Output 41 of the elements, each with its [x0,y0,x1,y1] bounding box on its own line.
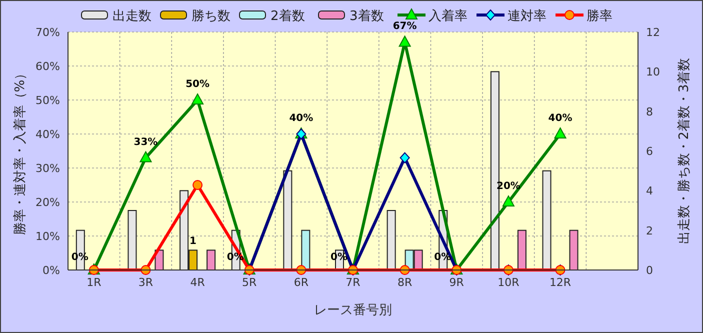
legend-label: 入着率 [428,8,468,24]
x-axis-title: レース番号別 [314,303,392,318]
x-tick-label: 1R [86,276,102,289]
y-tick-label: 40% [36,128,60,141]
data-label: 40% [548,113,572,124]
y-tick-label: 20% [36,196,60,209]
legend-label: 3着数 [350,8,384,24]
y2-tick-label: 8 [646,105,653,118]
x-tick-label: 10R [498,276,520,289]
legend-label: 出走数 [112,9,152,24]
y2-tick-label: 2 [646,224,653,238]
x-tick-label: 12R [549,276,572,289]
y-tick-label: 10% [36,230,60,243]
x-tick-label: 8R [397,276,412,289]
y-tick-label: 0% [42,264,60,277]
legend-label: 勝率 [586,8,612,24]
legend-label: 勝ち数 [192,9,230,24]
y2-tick-label: 4 [646,184,653,198]
x-tick-label: 9R [449,276,464,289]
data-label: 67% [392,21,417,32]
y-tick-label: 70% [36,26,60,39]
x-tick-label: 3R [138,276,154,289]
y2-tick-label: 10 [646,66,660,79]
data-label: 40% [289,113,314,124]
x-tick-label: 4R [190,276,206,289]
y2-tick-label: 0 [646,264,653,277]
y2-tick-label: 12 [646,26,660,39]
data-label: 50% [186,79,210,90]
x-tick-label: 5R [242,276,258,289]
y-tick-label: 60% [36,60,60,73]
y-axis-title: 勝率・連対率・入着率（%） [12,66,28,236]
x-tick-label: 7R [346,276,361,289]
y-tick-label: 30% [36,162,60,175]
y2-tick-label: 6 [646,145,653,158]
y-tick-label: 50% [36,94,60,107]
legend-label: 2着数 [270,8,305,24]
data-label: 33% [134,136,158,148]
y2-axis-title: 出走数・勝ち数・2着数・3着数 [676,58,692,244]
data-label: 1 [190,236,197,248]
x-tick-label: 6R [294,276,309,289]
legend-label: 連対率 [508,8,546,24]
